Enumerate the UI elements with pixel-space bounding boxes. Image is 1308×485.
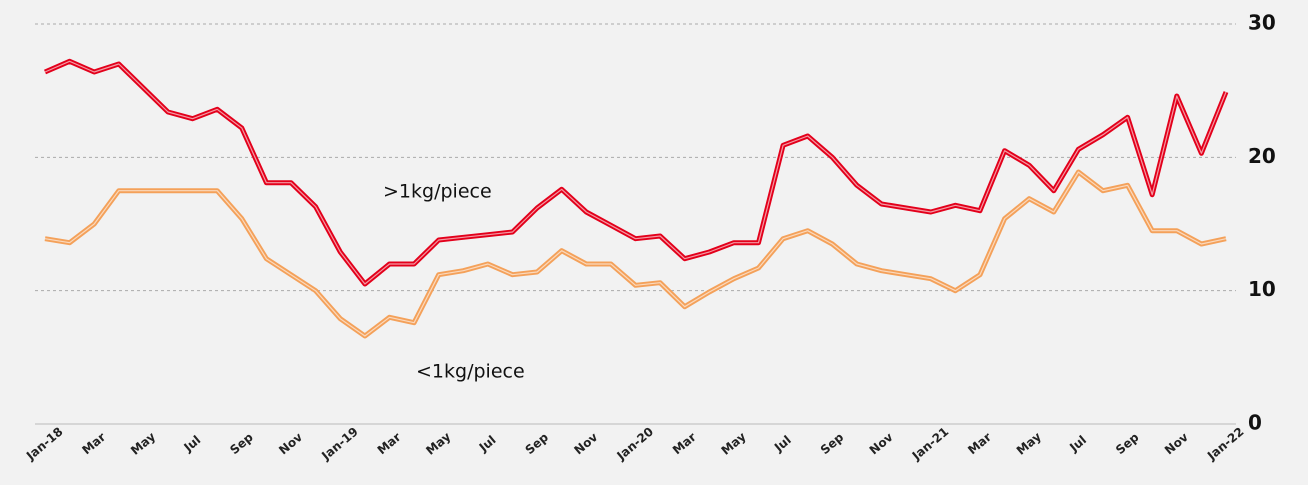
x-tick-label: Mar [79,430,108,457]
x-tick-label: Mar [670,430,699,457]
x-tick-label: Jan-22 [1204,425,1247,464]
x-tick-label: Jul [1066,433,1089,455]
x-tick-label: Mar [965,430,994,457]
x-tick-label: Nov [571,430,600,458]
x-tick-label: Nov [867,430,896,458]
x-tick-label: Jul [771,433,794,455]
x-tick-label: Jan-20 [614,425,657,464]
x-tick-label: Nov [1162,430,1191,458]
series-label: >1kg/piece [383,181,492,203]
series-label: <1kg/piece [416,361,525,383]
x-tick-label: Sep [1113,430,1142,457]
y-tick-label: 30 [1248,11,1276,35]
x-tick-label: Nov [276,430,305,458]
y-tick-label: 20 [1248,144,1276,168]
y-tick-label: 10 [1248,277,1276,301]
series-line-highlight [44,60,1227,285]
series-line [44,58,1229,287]
x-tick-label: Jan-21 [909,425,952,464]
x-tick-label: Jul [180,433,203,455]
x-tick-label: May [423,429,453,458]
x-tick-label: May [1014,429,1044,458]
x-tick-label: Jan-19 [318,425,361,464]
x-tick-label: May [719,429,749,458]
x-tick-label: May [128,429,158,458]
series-line-highlight [44,171,1227,337]
x-tick-label: Sep [818,430,847,457]
x-tick-label: Mar [375,430,404,457]
x-tick-label: Sep [523,430,552,457]
y-tick-label: 0 [1248,411,1262,435]
x-tick-label: Sep [227,430,256,457]
x-tick-label: Jul [476,433,499,455]
x-tick-label: Jan-18 [23,425,66,464]
